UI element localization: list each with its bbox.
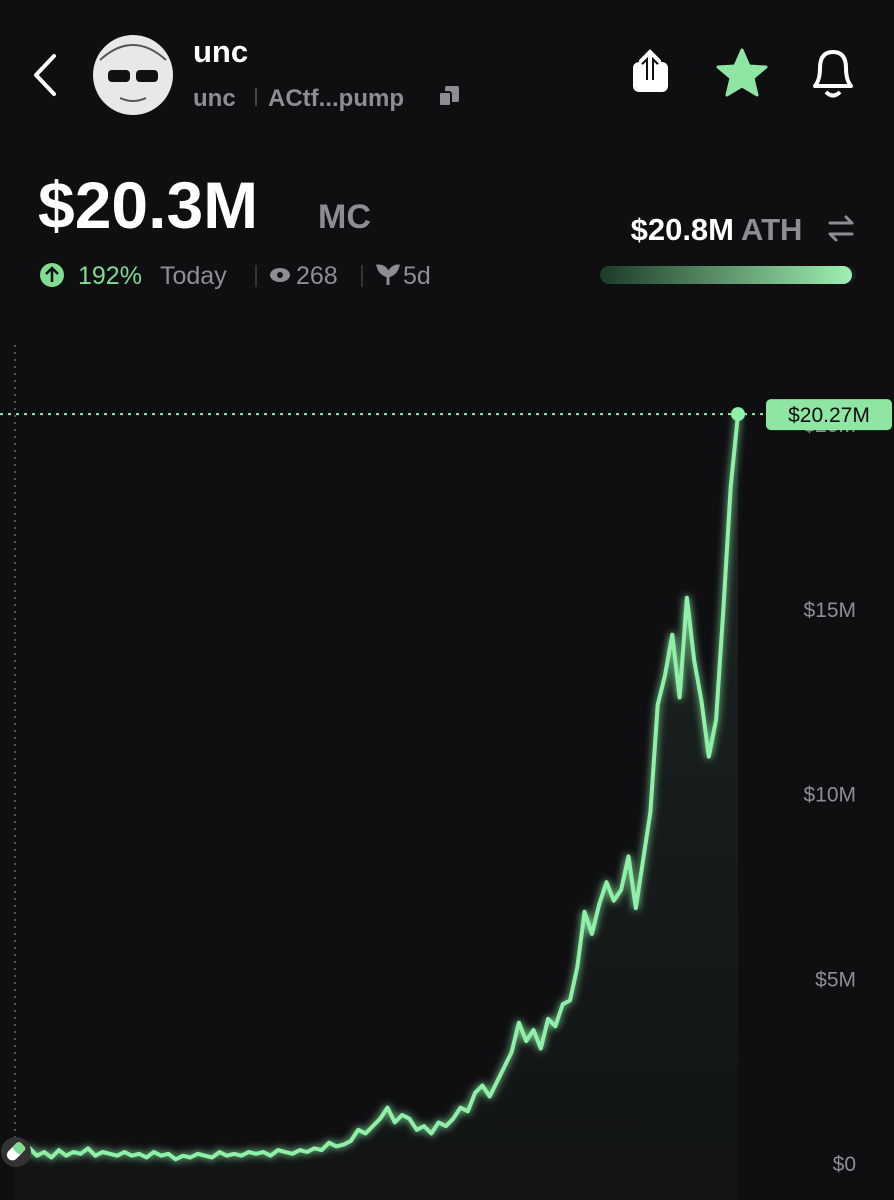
market-cap-value: $20.3M [38,168,258,242]
back-button[interactable] [34,54,56,96]
copy-icon[interactable] [438,86,459,107]
contract-address[interactable]: ACtf...pump [268,85,404,112]
token-ticker: unc [193,85,236,112]
views-count: 268 [296,262,338,290]
y-tick-label: $0 [833,1153,856,1176]
y-tick-label: $15M [803,599,856,622]
y-tick-label: $5M [815,968,856,991]
current-price-dot [731,407,745,422]
age-icon [376,264,400,285]
change-period: Today [160,262,227,290]
y-tick-label: $10M [803,784,856,807]
ath-label: ATH [741,212,802,247]
ath-value: $20.8M [631,212,734,247]
share-button[interactable] [633,46,668,92]
views-icon [270,268,290,282]
token-age: 5d [403,262,431,290]
token-name: unc [193,34,248,69]
change-percent: 192% [78,262,142,290]
market-cap-label: MC [318,198,371,236]
toggle-icon[interactable] [828,215,854,242]
price-line [14,413,740,1162]
area [15,414,738,1200]
current-price-label: $20.27M [788,404,870,427]
up-arrow [45,266,59,282]
favorite-button[interactable] [716,48,768,97]
avatar [93,35,173,115]
launch-icon [1,1137,31,1167]
ath-progress [600,266,852,284]
current-price-badge [766,399,892,431]
chart: $0$5M$10M$15M$20M$20.27M [0,399,892,1200]
notification-button[interactable] [813,50,853,98]
